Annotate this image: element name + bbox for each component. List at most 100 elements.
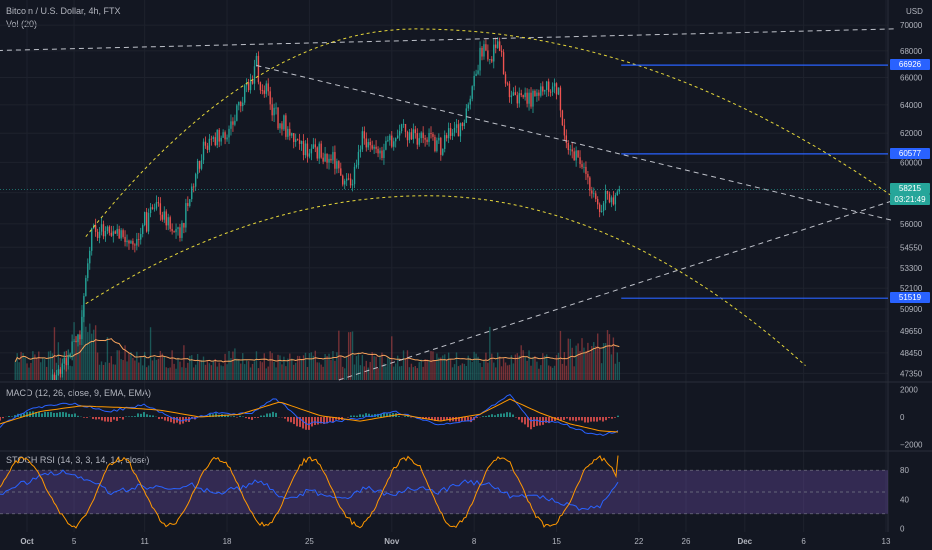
volume-bar — [157, 358, 160, 380]
volume-bar — [302, 355, 305, 380]
candle-body — [602, 203, 605, 211]
volume-bar — [377, 367, 379, 380]
volume-bar — [420, 359, 422, 380]
candle-body — [334, 152, 336, 169]
volume-bar — [177, 357, 179, 380]
macd-histogram-bar — [437, 417, 439, 422]
macd-indicator-label[interactable]: MACD (12, 26, close, 9, EMA, EMA) — [6, 388, 152, 398]
volume-bar — [257, 368, 260, 380]
macd-histogram-bar — [548, 417, 550, 424]
volume-bar — [408, 367, 411, 380]
volume-bar — [547, 365, 550, 380]
candle-body — [116, 228, 118, 234]
candle-body — [169, 217, 171, 229]
macd-histogram-bar — [248, 417, 250, 420]
candle-body — [326, 153, 328, 163]
volume-bar — [447, 352, 450, 380]
candle-body — [508, 83, 511, 98]
macd-histogram-bar — [251, 417, 253, 420]
candle-body — [444, 135, 446, 149]
macd-tick-label: −2000 — [900, 441, 923, 450]
time-tick-label: 18 — [223, 537, 232, 546]
candle-body — [534, 90, 536, 97]
volume-bar — [520, 345, 522, 380]
macd-histogram-bar — [290, 417, 292, 423]
candle-body — [579, 157, 581, 165]
volume-bar — [298, 356, 301, 380]
volume-bar — [296, 355, 299, 380]
volume-bar — [608, 334, 611, 380]
macd-histogram-bar — [560, 417, 562, 421]
macd-histogram-bar — [584, 417, 586, 423]
candle-body — [108, 226, 111, 233]
macd-histogram-bar — [254, 417, 256, 418]
price-tick-label: 49650 — [900, 327, 923, 336]
volume-bar — [606, 330, 609, 380]
volume-bar — [159, 350, 162, 380]
volume-bar — [287, 358, 289, 380]
macd-histogram-bar — [581, 417, 583, 421]
volume-indicator-label[interactable]: Vol (20) — [6, 19, 38, 29]
candle-body — [485, 44, 487, 51]
candle-body — [502, 52, 505, 75]
volume-bar — [495, 367, 497, 380]
volume-bar — [34, 354, 36, 380]
trend-line — [256, 64, 894, 222]
volume-bar — [300, 359, 303, 380]
macd-histogram-bar — [533, 417, 535, 427]
volume-bar — [355, 356, 358, 380]
candle-body — [210, 138, 213, 140]
macd-histogram-bar — [152, 415, 154, 417]
volume-bar — [179, 361, 181, 380]
macd-histogram-bar — [0, 417, 1, 421]
candle-body — [316, 147, 318, 159]
volume-bar — [140, 356, 142, 380]
candle-body — [202, 141, 205, 161]
macd-histogram-bar — [143, 412, 145, 417]
macd-histogram-bar — [614, 417, 616, 418]
volume-bar — [534, 355, 536, 380]
candle-body — [453, 127, 456, 133]
candle-body — [59, 369, 62, 374]
macd-histogram-bar — [590, 417, 592, 422]
volume-bar — [516, 353, 518, 380]
volume-bar — [412, 367, 415, 380]
candle-body — [269, 91, 271, 105]
candle-body — [330, 158, 332, 161]
stoch-tick-label: 80 — [900, 466, 909, 475]
candle-body — [132, 241, 134, 245]
volume-bar — [126, 361, 128, 380]
macd-histogram-bar — [362, 414, 364, 417]
macd-histogram-bar — [137, 413, 139, 417]
candle-body — [463, 122, 466, 127]
volume-bar — [106, 337, 109, 380]
macd-histogram-bar — [170, 417, 172, 423]
macd-histogram-bar — [443, 417, 445, 421]
volume-bar — [47, 351, 50, 380]
volume-bar — [404, 358, 407, 380]
volume-bar — [363, 366, 366, 380]
volume-bar — [218, 362, 220, 380]
volume-bar — [393, 366, 395, 380]
candle-body — [196, 161, 199, 175]
candle-body — [226, 137, 228, 140]
volume-bar — [414, 366, 417, 380]
macd-histogram-bar — [536, 417, 538, 426]
candle-body — [194, 174, 197, 187]
macd-histogram-bar — [506, 412, 508, 417]
volume-bar — [563, 352, 566, 380]
stoch-rsi-indicator-label[interactable]: STOCH RSI (14, 3, 3, 14, 14, close) — [6, 455, 150, 465]
volume-bar — [575, 345, 577, 380]
volume-bar — [38, 351, 40, 380]
candle-body — [483, 44, 485, 57]
macd-histogram-bar — [14, 415, 16, 417]
volume-bar — [491, 353, 493, 380]
candle-body — [100, 224, 103, 232]
volume-bar — [214, 358, 216, 380]
candle-body — [153, 208, 156, 210]
macd-histogram-bar — [296, 417, 298, 427]
volume-bar — [83, 305, 85, 380]
candle-body — [308, 153, 311, 157]
volume-bar — [316, 362, 318, 380]
